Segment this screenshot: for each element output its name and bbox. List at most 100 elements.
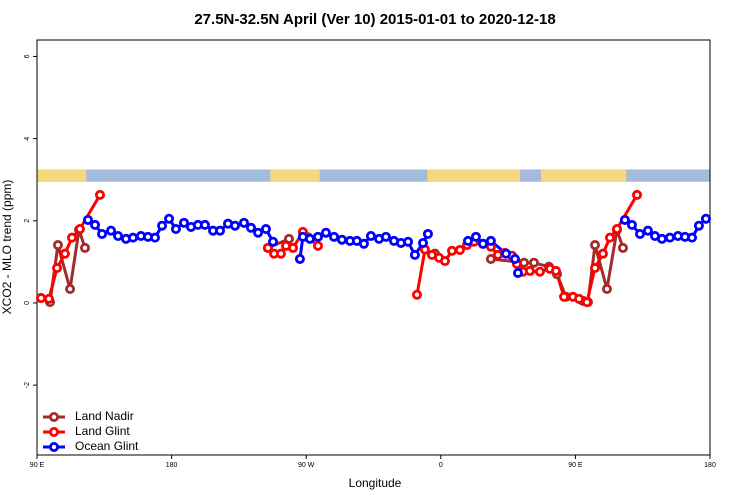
data-point: [52, 263, 63, 274]
data-point: [439, 256, 450, 267]
x-tick-label: 180: [166, 462, 178, 469]
data-point: [238, 217, 249, 228]
data-point: [230, 220, 241, 231]
data-point: [313, 231, 324, 242]
data-point: [149, 232, 160, 243]
data-point: [246, 222, 257, 233]
data-point: [336, 234, 347, 245]
data-point: [94, 189, 105, 200]
data-point: [43, 293, 54, 304]
data-point: [128, 232, 139, 243]
data-point: [642, 225, 653, 236]
data-point: [113, 230, 124, 241]
data-point: [288, 242, 299, 253]
data-point: [470, 231, 481, 242]
y-tick-label: 4: [24, 137, 31, 141]
data-point: [501, 248, 512, 259]
data-point: [215, 225, 226, 236]
data-point: [509, 254, 520, 265]
x-tick-label: 90 E: [30, 462, 45, 469]
data-point: [409, 249, 420, 260]
data-point: [97, 228, 108, 239]
data-point: [589, 263, 600, 274]
data-point: [74, 224, 85, 235]
data-point: [267, 236, 278, 247]
data-point: [199, 219, 210, 230]
data-point: [632, 189, 643, 200]
x-tick-label: 180: [704, 462, 716, 469]
land-strip: [270, 169, 320, 182]
legend-marker: [49, 441, 60, 452]
data-point: [82, 214, 93, 225]
chart-title: 27.5N-32.5N April (Ver 10) 2015-01-01 to…: [194, 11, 555, 28]
data-point: [626, 219, 637, 230]
data-point: [693, 220, 704, 231]
data-point: [320, 227, 331, 238]
data-point: [422, 228, 433, 239]
data-point: [80, 242, 91, 253]
x-axis-label: Longitude: [349, 476, 402, 490]
data-point: [275, 248, 286, 259]
data-point: [412, 289, 423, 300]
data-point: [550, 265, 561, 276]
data-point: [52, 240, 63, 251]
legend-marker: [49, 426, 60, 437]
land-strip: [37, 169, 87, 182]
data-point: [65, 283, 76, 294]
data-point: [262, 242, 273, 253]
plot-frame: [36, 39, 711, 456]
data-point: [164, 213, 175, 224]
data-point: [90, 219, 101, 230]
data-point: [512, 267, 523, 278]
data-point: [611, 224, 622, 235]
data-point: [66, 232, 77, 243]
legend-label: Ocean Glint: [75, 439, 139, 453]
data-point: [477, 238, 488, 249]
data-point: [597, 248, 608, 259]
data-point: [59, 248, 70, 259]
data-point: [656, 233, 667, 244]
data-point: [524, 265, 535, 276]
data-point: [485, 235, 496, 246]
y-tick-label: 0: [24, 301, 31, 305]
x-tick-label: 90 W: [298, 462, 315, 469]
data-point: [294, 254, 305, 265]
data-point: [253, 227, 264, 238]
data-point: [604, 232, 615, 243]
data-point: [589, 240, 600, 251]
data-point: [463, 235, 474, 246]
data-point: [329, 231, 340, 242]
data-point: [635, 228, 646, 239]
y-axis-label: XCO2 - MLO trend (ppm): [0, 180, 14, 315]
legend-label: Land Nadir: [75, 409, 134, 423]
data-point: [418, 237, 429, 248]
data-point: [534, 266, 545, 277]
data-point: [358, 238, 369, 249]
legend-label: Land Glint: [75, 424, 130, 438]
data-point: [687, 232, 698, 243]
data-point: [528, 257, 539, 268]
data-point: [380, 231, 391, 242]
data-point: [313, 240, 324, 251]
land-strip: [427, 169, 521, 182]
data-point: [619, 214, 630, 225]
data-point: [664, 232, 675, 243]
data-point: [559, 291, 570, 302]
data-point: [617, 242, 628, 253]
y-tick-label: 2: [24, 219, 31, 223]
data-point: [581, 297, 592, 308]
data-point: [700, 213, 711, 224]
data-point: [365, 230, 376, 241]
data-point: [573, 293, 584, 304]
land-strip: [541, 169, 627, 182]
data-point: [454, 244, 465, 255]
x-tick-label: 0: [439, 462, 443, 469]
y-tick-label: 6: [24, 54, 31, 58]
data-point: [403, 236, 414, 247]
legend-marker: [49, 411, 60, 422]
data-point: [36, 293, 47, 304]
y-tick-label: -2: [24, 382, 31, 388]
data-point: [601, 283, 612, 294]
x-tick-label: 90 E: [568, 462, 583, 469]
